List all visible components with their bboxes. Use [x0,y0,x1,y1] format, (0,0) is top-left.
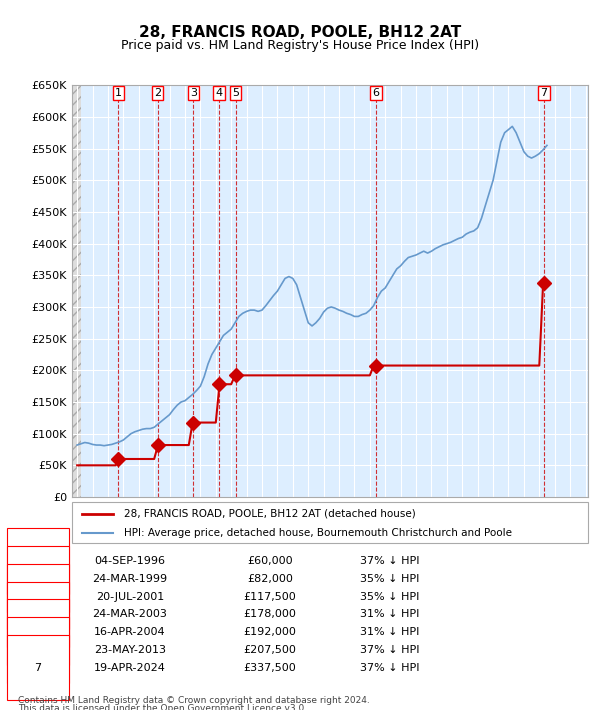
Text: 37% ↓ HPI: 37% ↓ HPI [360,645,420,655]
Text: 6: 6 [373,88,379,98]
Text: 1: 1 [115,88,122,98]
Text: 2: 2 [154,88,161,98]
Text: 3: 3 [35,591,41,601]
Text: 20-JUL-2001: 20-JUL-2001 [96,591,164,601]
Text: 37% ↓ HPI: 37% ↓ HPI [360,556,420,566]
Text: 7: 7 [34,662,41,672]
Text: This data is licensed under the Open Government Licence v3.0.: This data is licensed under the Open Gov… [18,704,307,710]
Text: Contains HM Land Registry data © Crown copyright and database right 2024.: Contains HM Land Registry data © Crown c… [18,696,370,705]
Text: 28, FRANCIS ROAD, POOLE, BH12 2AT: 28, FRANCIS ROAD, POOLE, BH12 2AT [139,25,461,40]
Text: £207,500: £207,500 [244,645,296,655]
Text: Price paid vs. HM Land Registry's House Price Index (HPI): Price paid vs. HM Land Registry's House … [121,39,479,52]
Text: 24-MAR-2003: 24-MAR-2003 [92,609,167,619]
Text: 3: 3 [190,88,197,98]
Text: 1: 1 [35,556,41,566]
Text: 6: 6 [35,645,41,655]
Text: 04-SEP-1996: 04-SEP-1996 [95,556,166,566]
Text: 37% ↓ HPI: 37% ↓ HPI [360,662,420,672]
Text: 5: 5 [35,627,41,637]
Text: 16-APR-2004: 16-APR-2004 [94,627,166,637]
Bar [72,85,81,497]
Text: 4: 4 [215,88,223,98]
Text: 31% ↓ HPI: 31% ↓ HPI [361,609,419,619]
Text: £337,500: £337,500 [244,662,296,672]
Text: 23-MAY-2013: 23-MAY-2013 [94,645,166,655]
Text: £117,500: £117,500 [244,591,296,601]
Text: £82,000: £82,000 [247,574,293,584]
Text: 7: 7 [541,88,547,98]
Text: £192,000: £192,000 [244,627,296,637]
Text: 31% ↓ HPI: 31% ↓ HPI [361,627,419,637]
Text: £178,000: £178,000 [244,609,296,619]
Text: HPI: Average price, detached house, Bournemouth Christchurch and Poole: HPI: Average price, detached house, Bour… [124,528,512,538]
Text: 35% ↓ HPI: 35% ↓ HPI [361,591,419,601]
Text: 4: 4 [34,609,41,619]
Text: 28, FRANCIS ROAD, POOLE, BH12 2AT (detached house): 28, FRANCIS ROAD, POOLE, BH12 2AT (detac… [124,508,415,518]
Text: £60,000: £60,000 [247,556,293,566]
FancyBboxPatch shape [72,502,588,543]
Text: 24-MAR-1999: 24-MAR-1999 [92,574,167,584]
Text: 2: 2 [34,574,41,584]
Text: 35% ↓ HPI: 35% ↓ HPI [361,574,419,584]
Text: 5: 5 [232,88,239,98]
Text: 19-APR-2024: 19-APR-2024 [94,662,166,672]
